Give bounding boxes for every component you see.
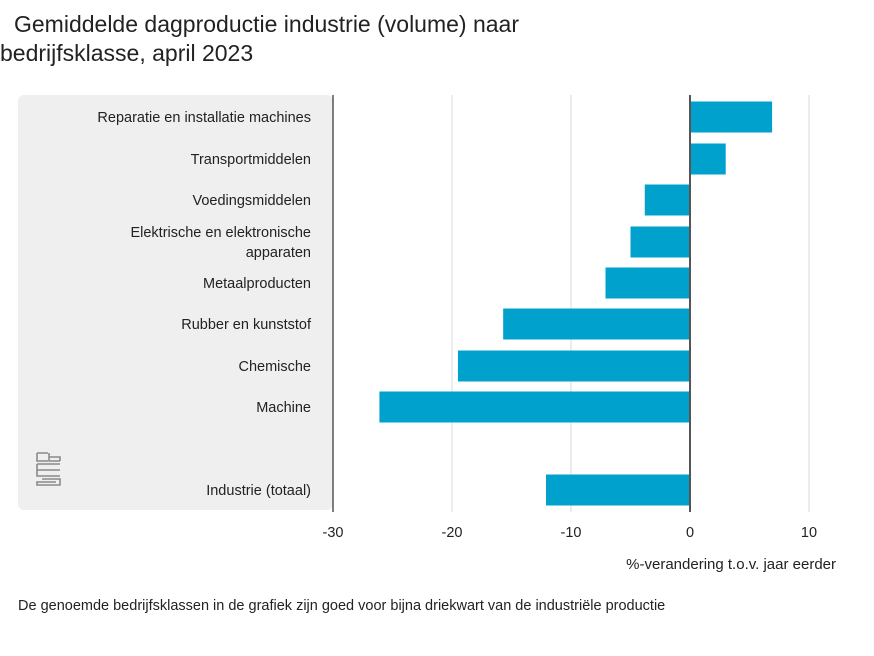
category-panel	[18, 95, 333, 510]
tick-label-1: -20	[442, 525, 463, 541]
category-label-4: Metaalproducten	[203, 276, 311, 292]
bar-8	[546, 474, 690, 506]
tick-labels: -30 -20 -10 0 10	[323, 525, 818, 541]
tick-label-2: -10	[561, 525, 582, 541]
bar-0	[690, 101, 773, 133]
bar-1	[690, 143, 726, 175]
tick-label-0: -30	[323, 525, 344, 541]
category-label-6: Chemische	[238, 359, 311, 375]
bar-2	[644, 184, 690, 216]
bar-3	[630, 226, 690, 258]
category-labels: Reparatie en installatie machines Transpo…	[97, 110, 312, 499]
category-label-2: Voedingsmiddelen	[192, 193, 311, 209]
tick-label-3: 0	[686, 525, 694, 541]
gridlines	[332, 95, 810, 512]
bar-6	[457, 350, 690, 382]
category-label-3-line-1: apparaten	[246, 245, 311, 261]
category-label-0: Reparatie en installatie machines	[97, 110, 311, 126]
category-label-7: Machine	[256, 400, 311, 416]
bar-chart: Reparatie en installatie machines Transpo…	[18, 95, 836, 573]
x-axis-label: %-verandering t.o.v. jaar eerder	[626, 556, 836, 573]
category-label-1: Transportmiddelen	[191, 152, 311, 168]
bar-7	[379, 391, 690, 423]
bar-4	[605, 267, 690, 299]
chart-title: Gemiddelde dagproductie industrie (volum…	[0, 10, 600, 68]
bars	[379, 95, 773, 512]
footnote: De genoemde bedrijfsklassen in de grafie…	[18, 598, 666, 614]
bar-5	[503, 308, 690, 340]
tick-label-4: 10	[801, 525, 817, 541]
category-label-3-line-0: Elektrische en elektronische	[130, 225, 311, 241]
chart-title-line-2: bedrijfsklasse, april 2023	[0, 40, 254, 66]
category-label-8: Industrie (totaal)	[206, 483, 311, 499]
chart-title-line-1: Gemiddelde dagproductie industrie (volum…	[14, 11, 520, 37]
category-label-5: Rubber en kunststof	[181, 317, 312, 333]
cbs-logo	[36, 452, 61, 486]
